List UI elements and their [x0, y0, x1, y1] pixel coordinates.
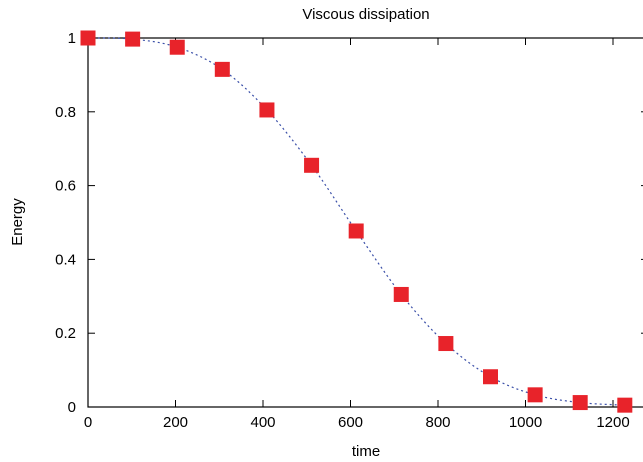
- x-tick-label: 600: [338, 414, 363, 431]
- data-point-marker: [169, 39, 185, 55]
- data-point-marker: [617, 397, 633, 413]
- data-point-marker: [438, 336, 454, 352]
- data-point-marker: [393, 286, 409, 302]
- data-point-marker: [527, 387, 543, 403]
- y-axis: 0 0.2 0.4 0.6 0.8 1: [55, 30, 643, 416]
- x-tick-label: 200: [163, 414, 188, 431]
- x-axis-title: time: [352, 443, 380, 460]
- plot-frame: [87, 37, 643, 408]
- data-point-marker: [348, 223, 364, 239]
- data-point-marker: [483, 369, 498, 385]
- y-tick-label: 0.8: [55, 104, 76, 121]
- x-tick-label: 0: [84, 414, 92, 431]
- data-point-marker: [214, 61, 230, 77]
- data-point-marker: [572, 395, 588, 411]
- data-point-marker: [80, 30, 96, 46]
- x-axis: 0 200 400 600 800 1000 1200: [84, 38, 630, 431]
- x-tick-label: 1200: [596, 414, 629, 431]
- series-markers: [80, 30, 633, 413]
- x-tick-label: 400: [250, 414, 275, 431]
- chart-title: Viscous dissipation: [302, 6, 429, 23]
- y-tick-label: 1: [68, 30, 76, 47]
- x-tick-label: 1000: [509, 414, 542, 431]
- y-axis-title: Energy: [9, 198, 26, 246]
- y-tick-label: 0.2: [55, 325, 76, 342]
- y-tick-label: 0.4: [55, 251, 76, 268]
- y-tick-label: 0.6: [55, 178, 76, 195]
- x-tick-label: 800: [425, 414, 450, 431]
- data-point-marker: [125, 31, 141, 47]
- data-point-marker: [304, 157, 320, 173]
- series-line: [87, 37, 625, 406]
- data-point-marker: [259, 102, 275, 118]
- y-tick-label: 0: [68, 399, 76, 416]
